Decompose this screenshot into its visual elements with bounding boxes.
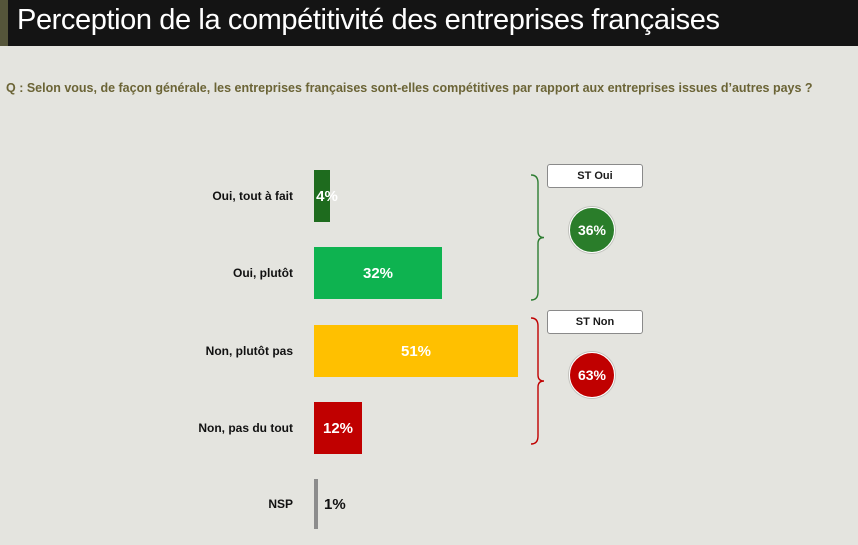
group-bracket-1 xyxy=(530,174,545,301)
value-label-1: 4% xyxy=(316,188,338,205)
category-label-4: Non, pas du tout xyxy=(198,421,293,435)
bar-3 xyxy=(314,325,518,377)
group-bracket-2 xyxy=(530,317,545,445)
summary-label-st-non: ST Non xyxy=(547,310,643,334)
value-label-2: 32% xyxy=(363,265,393,282)
question-text: Q : Selon vous, de façon générale, les e… xyxy=(6,81,813,95)
category-label-5: NSP xyxy=(268,497,293,511)
summary-value-st-non: 63% xyxy=(569,352,615,398)
summary-label-st-oui: ST Oui xyxy=(547,164,643,188)
bar-4 xyxy=(314,402,362,454)
category-label-2: Oui, plutôt xyxy=(233,266,293,280)
title-bar: Perception de la compétitivité des entre… xyxy=(0,0,858,46)
bar-5 xyxy=(314,479,318,529)
value-label-5: 1% xyxy=(324,496,346,513)
summary-value-st-oui: 36% xyxy=(569,207,615,253)
bar-1 xyxy=(314,170,330,222)
category-label-3: Non, plutôt pas xyxy=(206,344,294,358)
page-title: Perception de la compétitivité des entre… xyxy=(17,4,720,36)
bar-2 xyxy=(314,247,442,299)
category-label-1: Oui, tout à fait xyxy=(212,189,293,203)
value-label-4: 12% xyxy=(323,420,353,437)
title-accent xyxy=(0,0,8,46)
value-label-3: 51% xyxy=(401,343,431,360)
